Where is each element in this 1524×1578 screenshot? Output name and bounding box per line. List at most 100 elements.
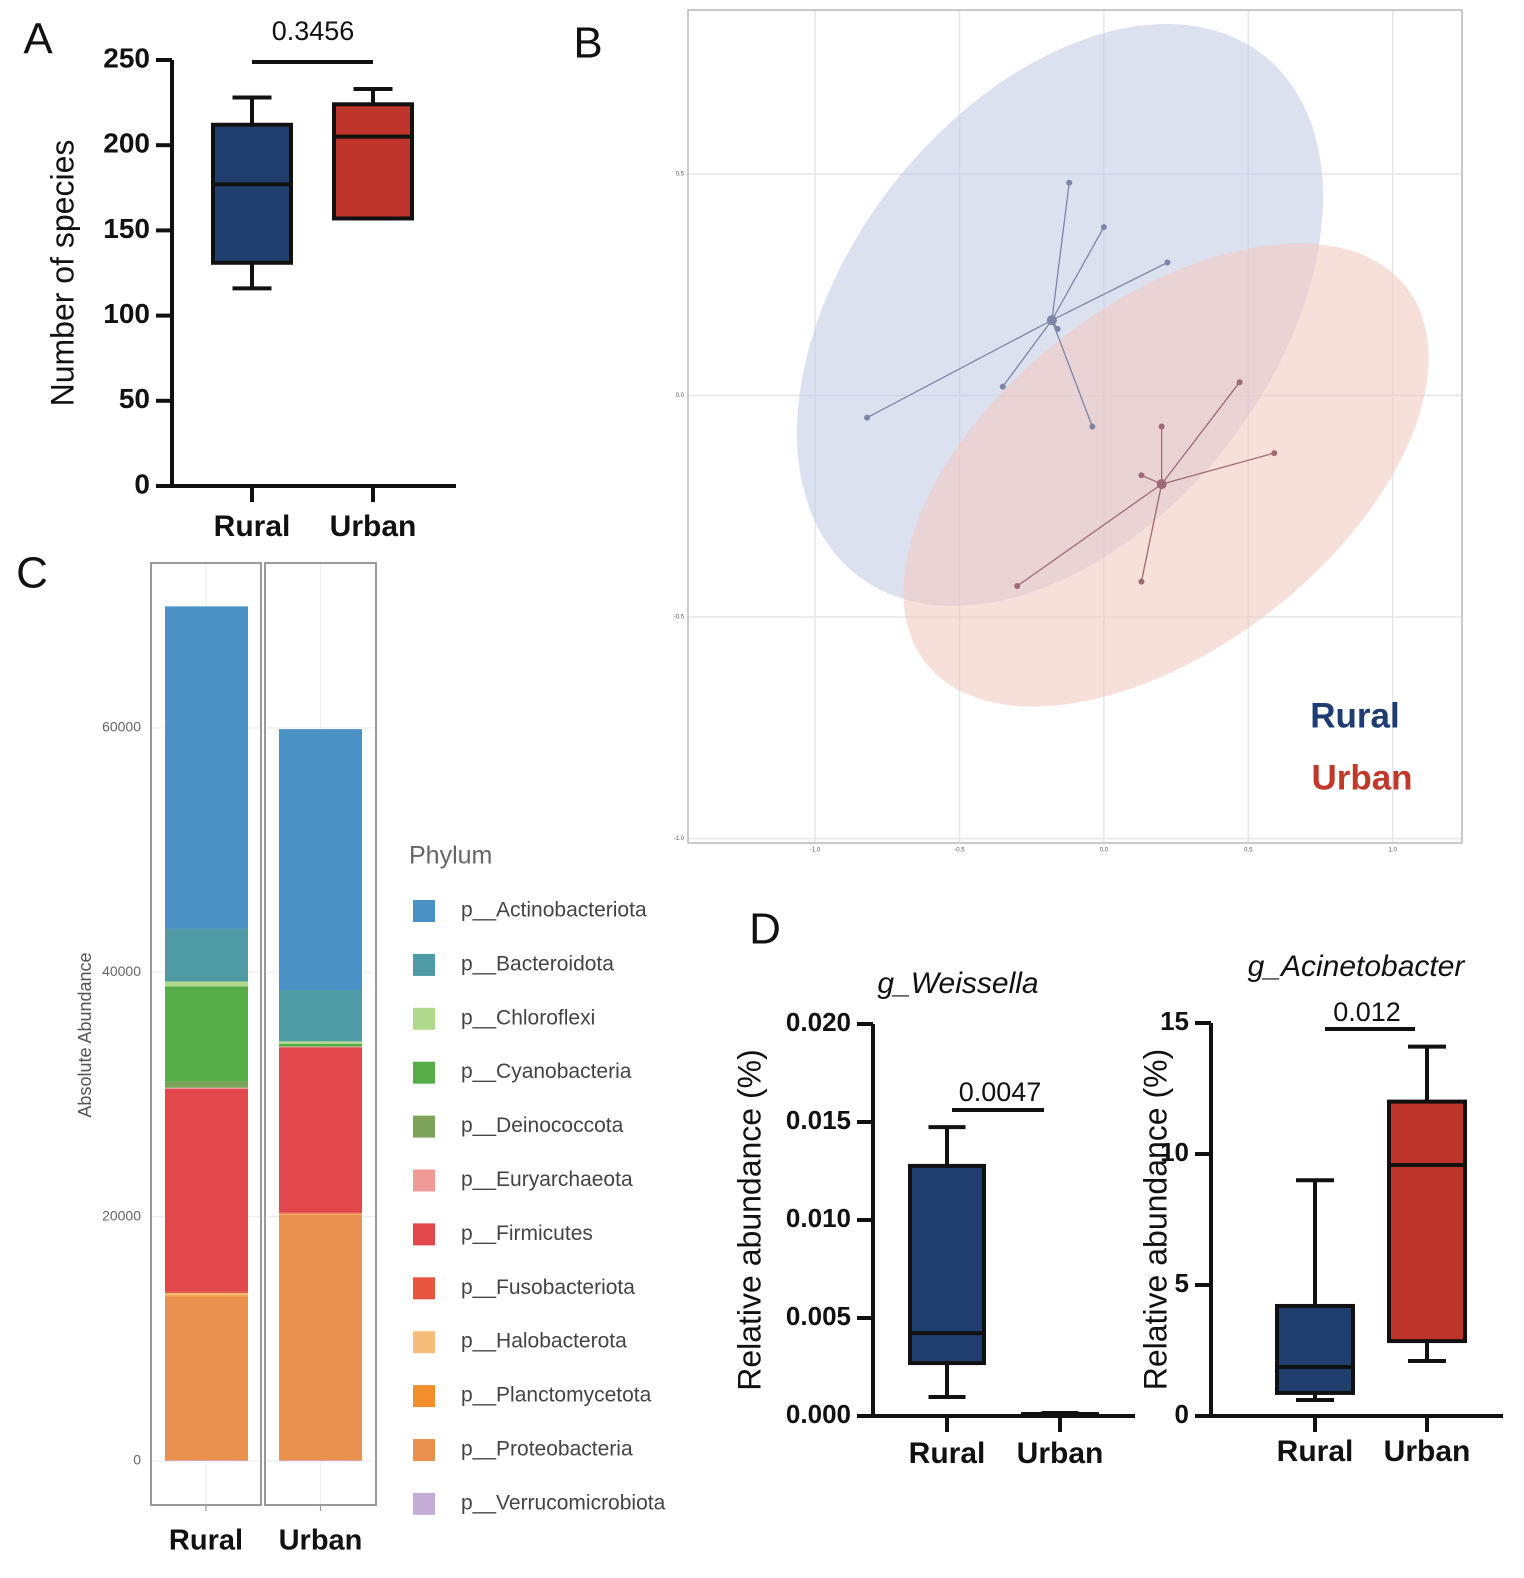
point <box>1014 583 1021 590</box>
point <box>1066 179 1073 186</box>
spoke <box>1140 483 1163 582</box>
y-tick-label: 0 <box>134 468 150 499</box>
x-tick-label: 1.0 <box>1389 848 1398 854</box>
spoke <box>1002 319 1053 388</box>
y-tick-label: 5 <box>1175 1268 1189 1298</box>
bar-segment <box>279 1047 362 1213</box>
point <box>1164 259 1171 266</box>
y-tick-label: 250 <box>103 42 150 73</box>
y-tick-label: 10 <box>1160 1137 1189 1167</box>
bar-segment <box>279 1041 362 1044</box>
bar-segment <box>165 1296 248 1461</box>
spoke <box>1016 483 1163 587</box>
facet-border <box>150 562 262 1506</box>
bar-segment <box>165 928 248 982</box>
x-tick-label: Rural <box>1277 1435 1354 1468</box>
y-tick-label: 15 <box>1160 1006 1189 1036</box>
x-tick-label: Rural <box>909 1437 986 1470</box>
centroid <box>1156 479 1167 490</box>
box <box>211 122 293 265</box>
bar-segment <box>165 1081 248 1088</box>
spoke <box>1161 381 1241 485</box>
spoke <box>866 319 1053 419</box>
y-tick-label: 150 <box>103 213 150 244</box>
spoke <box>1051 319 1093 427</box>
bar-segment <box>165 1295 248 1297</box>
bar-segment <box>279 1046 362 1047</box>
legend-label: p__Halobacterota <box>461 1330 627 1353</box>
legend-swatch <box>413 1277 435 1300</box>
legend-swatch <box>413 1331 435 1354</box>
box <box>332 102 414 221</box>
point <box>864 414 871 421</box>
bar-segment <box>279 1213 362 1215</box>
legend-label: p__Fusobacteriota <box>461 1276 635 1299</box>
point <box>1138 472 1145 479</box>
y-tick-label: 0.5 <box>676 172 685 178</box>
legend-label: p__Actinobacteriota <box>461 899 647 922</box>
spoke <box>1051 261 1168 321</box>
bar-segment <box>165 1087 248 1089</box>
legend-label: p__Bacteroidota <box>461 952 614 975</box>
spoke <box>1161 452 1275 485</box>
x-tick-label: Rural <box>214 510 291 543</box>
y-axis-label: Absolute Abundance <box>75 952 95 1117</box>
legend-swatch <box>413 1492 435 1515</box>
box <box>1275 1303 1355 1395</box>
y-tick-label: -1.0 <box>674 836 685 842</box>
y-tick-label: 0.020 <box>786 1007 851 1037</box>
bar-segment <box>279 1046 362 1048</box>
spoke <box>1051 226 1105 321</box>
point <box>1138 578 1145 585</box>
legend-label: p__Deinococcota <box>461 1114 624 1137</box>
legend-label: Urban <box>1311 758 1412 797</box>
point <box>1271 450 1278 457</box>
panel-label: A <box>23 15 53 64</box>
panel-label: B <box>573 19 602 68</box>
bar-segment <box>165 981 248 987</box>
legend-swatch <box>413 1439 435 1461</box>
bar-segment <box>279 1043 362 1047</box>
legend-swatch <box>413 953 435 976</box>
bar-segment <box>279 729 362 991</box>
x-tick-label: -1.0 <box>810 848 821 854</box>
panel-label: D <box>749 905 781 954</box>
point <box>999 383 1006 390</box>
bar-segment <box>279 990 362 1042</box>
point <box>1089 423 1096 430</box>
bar-segment <box>165 1291 248 1294</box>
legend-title: Phylum <box>409 842 492 870</box>
bar-segment <box>165 986 248 1082</box>
y-tick-label: 0 <box>1175 1399 1189 1429</box>
legend-swatch <box>413 1169 435 1192</box>
legend-label: p__Cyanobacteria <box>461 1060 632 1083</box>
bar-segment <box>165 1088 248 1292</box>
x-tick-label: -0.5 <box>954 848 965 854</box>
y-axis-label: Relative abundance (%) <box>731 1049 767 1391</box>
point <box>1158 423 1165 430</box>
y-tick-label: 0.005 <box>786 1301 851 1331</box>
legend-label: p__Firmicutes <box>461 1222 593 1245</box>
legend-label: Rural <box>1310 696 1399 735</box>
y-tick-label: 0.015 <box>786 1105 851 1135</box>
legend-label: p__Euryarchaeota <box>461 1168 633 1191</box>
p-value: 0.012 <box>1333 997 1401 1027</box>
y-tick-label: -0.5 <box>674 615 685 621</box>
legend-swatch <box>413 1223 435 1246</box>
y-tick-label: 20000 <box>102 1207 141 1223</box>
box <box>908 1163 986 1366</box>
x-tick-label: Urban <box>1384 1435 1471 1468</box>
facet-border <box>264 562 377 1506</box>
y-tick-label: 0.0 <box>676 393 685 399</box>
x-tick-label: Urban <box>330 510 417 543</box>
legend-label: p__Chloroflexi <box>461 1006 595 1029</box>
legend-swatch <box>413 900 435 922</box>
chart-title: g_Acinetobacter <box>1248 950 1466 983</box>
legend-label: p__Proteobacteria <box>461 1438 633 1461</box>
spoke <box>1051 182 1070 321</box>
bar-segment <box>279 1460 362 1462</box>
legend-swatch <box>413 1007 435 1030</box>
x-tick-label: Urban <box>1017 1437 1104 1470</box>
x-tick-label: Urban <box>279 1525 363 1557</box>
legend-swatch <box>413 1061 435 1084</box>
